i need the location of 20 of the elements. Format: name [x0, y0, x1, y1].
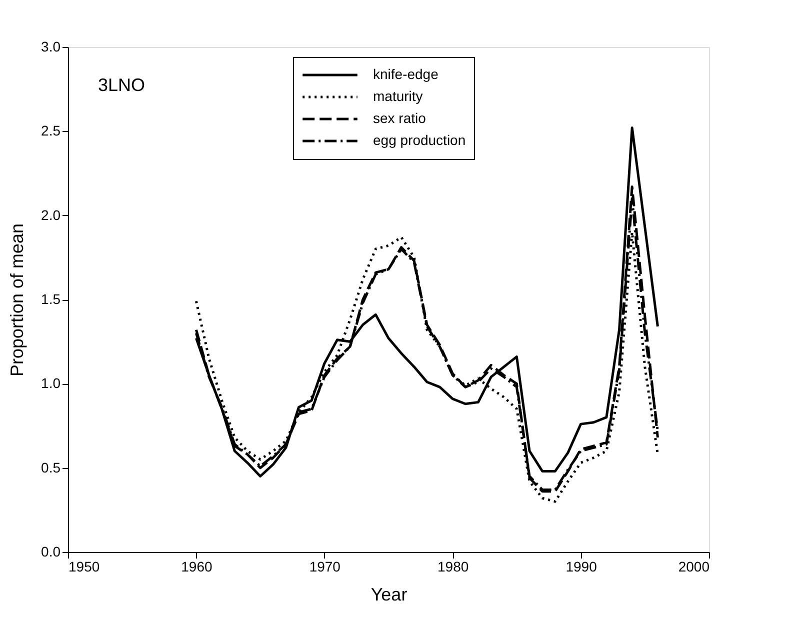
- x-axis-title: Year: [370, 584, 408, 604]
- x-tick-label: 1980: [438, 558, 469, 574]
- x-tick-label: 1950: [68, 558, 100, 574]
- x-tick-label: 1990: [566, 558, 598, 574]
- y-tick-label: 3.0: [41, 38, 61, 54]
- y-tick-label: 0.5: [41, 459, 61, 476]
- x-tick-label: 1960: [181, 558, 212, 574]
- legend-label: knife-edge: [373, 66, 439, 82]
- y-axis-title: Proportion of mean: [7, 223, 28, 377]
- legend-label: maturity: [373, 88, 423, 104]
- legend-label: egg production: [373, 132, 466, 148]
- legend-label: sex ratio: [373, 110, 426, 126]
- x-tick-label: 2000: [678, 558, 710, 574]
- y-tick-label: 2.5: [41, 122, 61, 139]
- y-tick-label: 0.0: [41, 544, 61, 560]
- x-tick-label: 1970: [309, 558, 341, 574]
- y-tick-label: 2.0: [41, 206, 61, 223]
- y-tick-label: 1.0: [41, 375, 61, 392]
- y-tick-label: 1.5: [41, 291, 61, 307]
- annotation: 3LNO: [98, 75, 146, 95]
